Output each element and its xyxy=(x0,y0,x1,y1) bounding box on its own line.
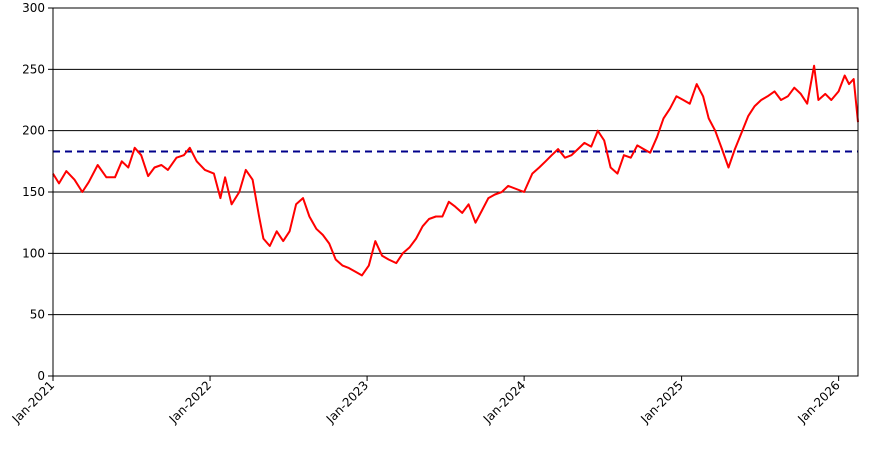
series-group xyxy=(52,64,859,277)
y-tick-label: 200 xyxy=(22,124,45,138)
y-tick-label: 100 xyxy=(22,246,45,260)
y-tick-label: 250 xyxy=(22,62,45,76)
y-tick-label: 50 xyxy=(30,308,45,322)
x-tick-label: Jan-2023 xyxy=(323,378,371,426)
y-tick-label: 0 xyxy=(37,369,45,383)
x-tick-label: Jan-2026 xyxy=(794,378,842,426)
x-tick-label: Jan-2025 xyxy=(637,378,685,426)
y-tick-label: 300 xyxy=(22,1,45,15)
series-line xyxy=(52,64,859,277)
grid-lines xyxy=(53,7,858,377)
x-tick-label: Jan-2024 xyxy=(480,378,528,426)
x-tick-label: Jan-2022 xyxy=(166,378,214,426)
x-axis-ticks: Jan-2021 Jan-2022 Jan-2023 Jan-2024 Jan-2025… xyxy=(9,376,843,427)
x-tick-label: Jan-2021 xyxy=(9,378,57,426)
y-axis-ticks: 0 50 100 150 200 250 300 xyxy=(22,1,53,383)
y-tick-label: 150 xyxy=(22,185,45,199)
